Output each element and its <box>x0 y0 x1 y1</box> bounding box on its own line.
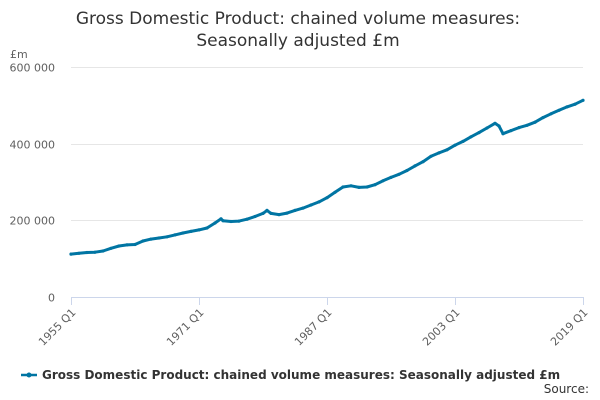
legend-swatch-marker <box>26 372 32 378</box>
data-point[interactable] <box>541 116 545 120</box>
data-point[interactable] <box>509 129 513 133</box>
data-point[interactable] <box>573 102 577 106</box>
data-point[interactable] <box>221 219 225 223</box>
data-point[interactable] <box>265 208 269 212</box>
data-point[interactable] <box>219 217 223 221</box>
source-label: Source: <box>544 382 589 396</box>
data-point[interactable] <box>493 121 497 125</box>
data-point[interactable] <box>309 203 313 207</box>
data-point[interactable] <box>101 249 105 253</box>
data-point[interactable] <box>365 185 369 189</box>
data-point[interactable] <box>165 235 169 239</box>
data-point[interactable] <box>413 164 417 168</box>
data-point[interactable] <box>205 226 209 230</box>
data-point[interactable] <box>125 243 129 247</box>
series-line[interactable] <box>69 98 585 256</box>
data-point[interactable] <box>141 239 145 243</box>
data-point[interactable] <box>189 229 193 233</box>
y-tick-label: 400 000 <box>10 139 56 152</box>
data-point[interactable] <box>325 196 329 200</box>
data-point[interactable] <box>261 211 265 215</box>
data-point[interactable] <box>93 250 97 254</box>
data-point[interactable] <box>253 214 257 219</box>
data-point[interactable] <box>301 206 305 210</box>
data-point[interactable] <box>445 148 449 152</box>
data-point[interactable] <box>421 160 425 164</box>
data-point[interactable] <box>469 135 473 139</box>
data-point[interactable] <box>181 231 185 235</box>
data-point[interactable] <box>581 98 585 102</box>
gridlines <box>71 67 583 298</box>
data-point[interactable] <box>525 123 529 127</box>
data-point[interactable] <box>213 221 217 225</box>
data-point[interactable] <box>357 185 361 189</box>
data-point[interactable] <box>461 139 465 143</box>
data-point[interactable] <box>149 237 153 241</box>
data-point[interactable] <box>245 217 249 221</box>
x-tick-label: 2003 Q1 <box>420 306 463 349</box>
x-tick-label: 1971 Q1 <box>164 306 207 349</box>
data-point[interactable] <box>269 211 273 215</box>
legend[interactable]: Gross Domestic Product: chained volume m… <box>21 368 560 382</box>
data-point[interactable] <box>117 244 121 248</box>
data-point[interactable] <box>197 228 201 232</box>
data-point[interactable] <box>293 208 297 212</box>
x-tick-label: 1987 Q1 <box>292 306 335 349</box>
x-tick-label: 2019 Q1 <box>548 306 591 349</box>
data-point[interactable] <box>549 112 553 116</box>
data-point[interactable] <box>349 184 353 188</box>
data-point[interactable] <box>229 219 233 224</box>
y-axis: 0 200 000 400 000 600 000 <box>10 62 56 305</box>
data-point[interactable] <box>341 185 345 189</box>
data-point[interactable] <box>157 236 161 240</box>
data-point[interactable] <box>333 190 337 194</box>
data-point[interactable] <box>85 250 89 255</box>
data-point[interactable] <box>557 108 561 112</box>
y-tick-label: 600 000 <box>10 62 56 75</box>
legend-label: Gross Domestic Product: chained volume m… <box>42 368 560 382</box>
data-point[interactable] <box>389 175 393 179</box>
data-point[interactable] <box>173 233 177 237</box>
y-tick-label: 0 <box>48 292 55 305</box>
data-point[interactable] <box>517 126 521 130</box>
data-point[interactable] <box>429 154 433 158</box>
data-point[interactable] <box>485 126 489 130</box>
data-point[interactable] <box>69 252 73 256</box>
data-point[interactable] <box>77 251 81 255</box>
data-point[interactable] <box>397 172 401 176</box>
data-point[interactable] <box>533 120 537 124</box>
plot-area <box>69 98 585 256</box>
x-axis: 1955 Q1 1971 Q1 1987 Q1 2003 Q1 2019 Q1 <box>36 297 591 348</box>
data-point[interactable] <box>437 151 441 155</box>
y-axis-unit-label: £m <box>10 48 28 61</box>
data-point[interactable] <box>373 183 377 187</box>
data-point[interactable] <box>477 131 481 135</box>
data-point[interactable] <box>277 213 281 217</box>
data-point[interactable] <box>405 168 409 173</box>
data-point[interactable] <box>317 200 321 204</box>
chart-title-line-2: Seasonally adjusted £m <box>196 31 399 51</box>
data-point[interactable] <box>133 242 137 247</box>
data-point[interactable] <box>109 246 113 250</box>
data-point[interactable] <box>381 179 385 183</box>
data-point[interactable] <box>237 219 241 223</box>
y-tick-label: 200 000 <box>10 215 56 228</box>
data-point[interactable] <box>497 124 501 128</box>
x-tick-label: 1955 Q1 <box>36 306 79 349</box>
data-point[interactable] <box>501 132 505 136</box>
data-point[interactable] <box>285 211 289 215</box>
data-point[interactable] <box>565 105 569 109</box>
chart-title-line-1: Gross Domestic Product: chained volume m… <box>76 9 520 29</box>
data-point[interactable] <box>453 143 457 147</box>
